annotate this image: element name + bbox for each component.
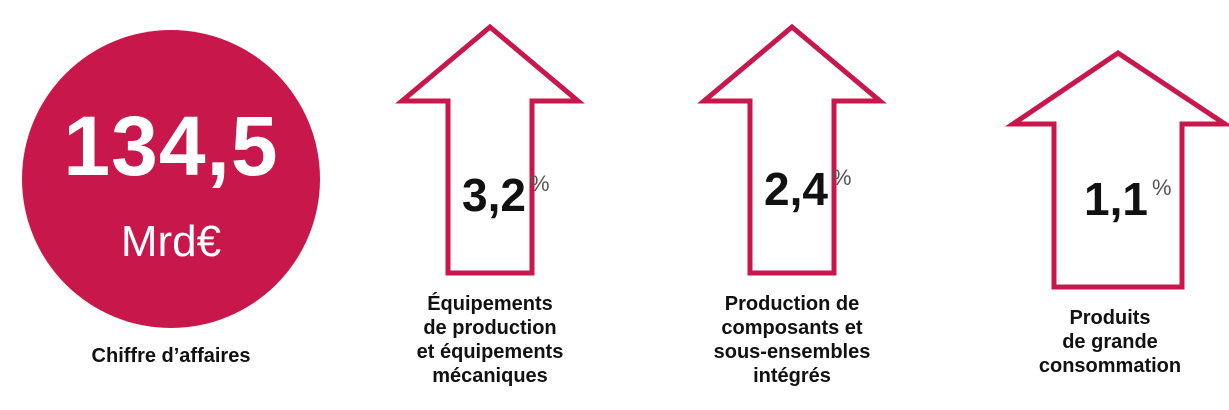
sector-label-line: Produits [1069,307,1151,329]
percent-sign: % [1151,175,1172,200]
percent-sign: % [831,165,852,190]
sector-label: Équipements de production et équipements… [375,292,605,388]
growth-value: 2,4% [764,166,852,212]
sector-label-line: Production de [724,293,860,315]
revenue-label: Chiffre d’affaires [91,345,251,367]
revenue-circle [22,30,320,328]
growth-value: 1,1% [1084,176,1172,222]
growth-value: 3,2% [462,172,550,218]
up-arrow-icon [1004,49,1229,290]
growth-number: 2,4 [764,163,828,215]
up-arrow-icon [697,23,887,276]
percent-sign: % [529,171,550,196]
sector-label-line: de production [423,317,557,339]
sector-label-line: composants et [721,317,863,339]
sector-label-line: sous-ensembles [713,341,871,363]
sector-label: Produits de grande consommation [995,306,1225,378]
sector-label-line: mécaniques [432,365,548,387]
growth-number: 3,2 [462,169,526,221]
sector-label-line: et équipements [416,341,564,363]
sector-label-line: Équipements [427,293,553,315]
sector-label-line: intégrés [753,365,831,387]
revenue-unit: Mrd€ [120,217,222,266]
sector-label: Production de composants et sous-ensembl… [677,292,907,388]
growth-number: 1,1 [1084,173,1148,225]
up-arrow-icon [395,23,585,276]
sector-label-line: consommation [1038,355,1182,377]
sector-label-line: de grande [1062,331,1158,353]
revenue-value: 134,5 [63,99,279,193]
